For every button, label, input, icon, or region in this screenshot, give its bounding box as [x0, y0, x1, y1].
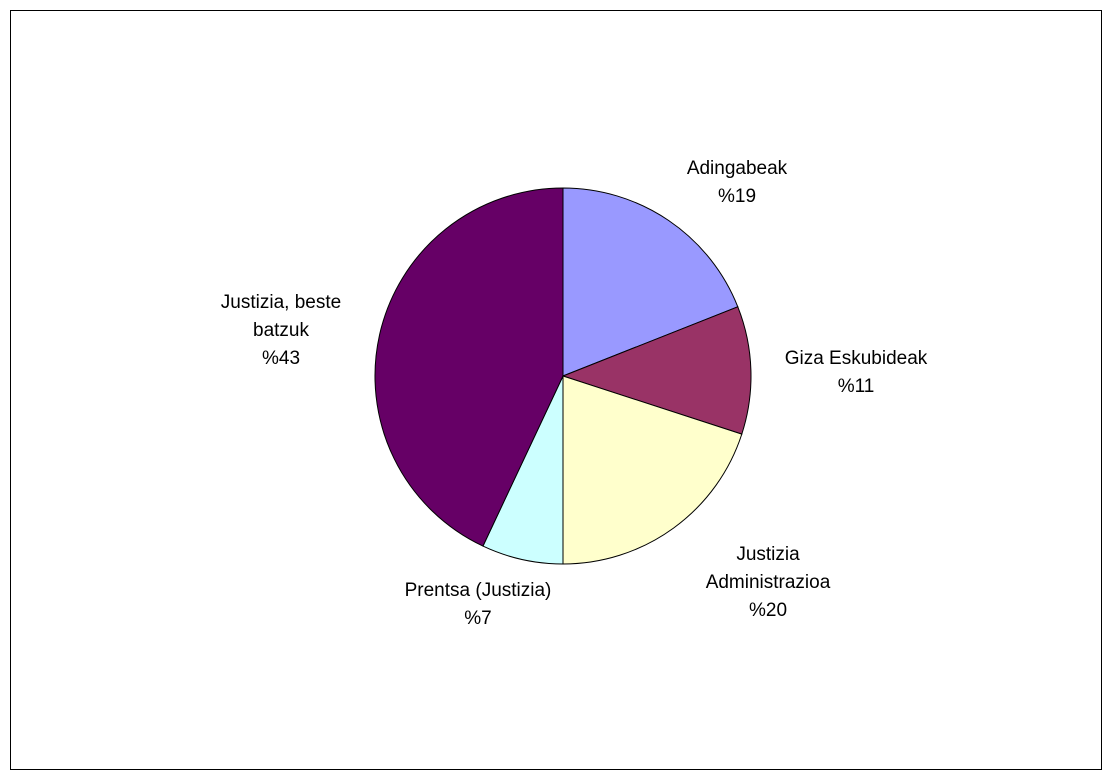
pie-slice-justizia-administrazioa [562, 375, 743, 565]
slice-label: Giza Eskubideak %11 [785, 348, 928, 397]
slice-label: Prentsa (Justizia) %7 [405, 580, 552, 629]
slice-label: Adingabeak %19 [687, 158, 788, 207]
slice-label: Justizia, beste batzuk %43 [221, 292, 341, 369]
pie-slice-justizia-beste-batzuk [374, 187, 564, 547]
pie-labels: Adingabeak %19 Giza Eskubideak %11 Justizia A… [221, 158, 928, 629]
pie-slice-giza-eskubideak [561, 306, 752, 435]
slice-label: Justizia Administrazioa %20 [706, 544, 831, 621]
pie-slice-adingabeak [562, 187, 739, 377]
pie-chart: Adingabeak %19 Giza Eskubideak %11 Justizia A… [221, 158, 928, 629]
pie-slices [374, 187, 752, 565]
